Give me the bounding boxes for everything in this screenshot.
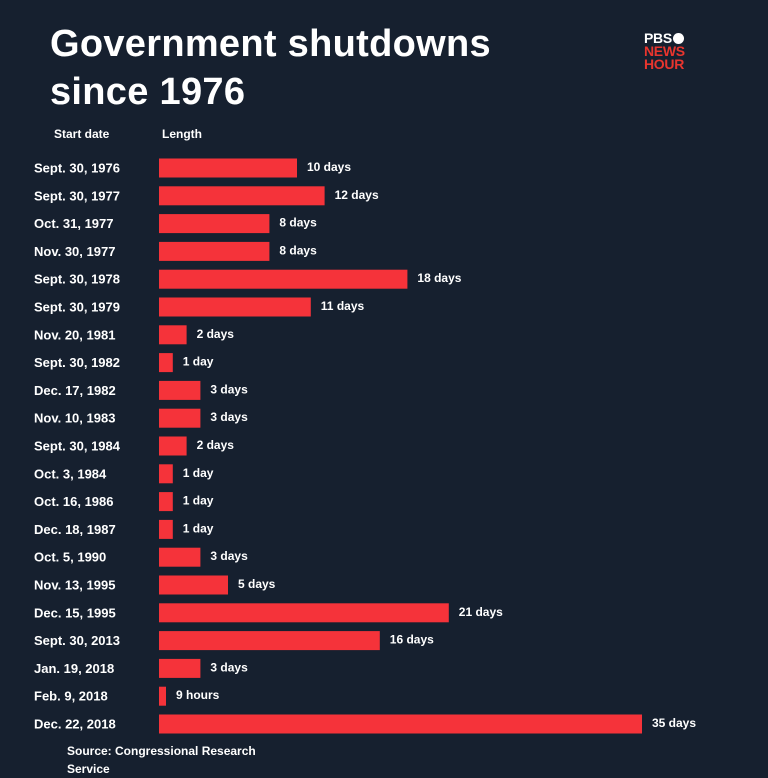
category-label: Sept. 30, 1976 (34, 161, 120, 176)
category-label: Oct. 16, 1986 (34, 494, 114, 509)
category-label: Sept. 30, 1977 (34, 188, 120, 203)
title-line-2: since 1976 (50, 71, 246, 113)
category-label: Nov. 30, 1977 (34, 244, 115, 259)
category-label: Oct. 31, 1977 (34, 216, 114, 231)
category-label: Jan. 19, 2018 (34, 661, 114, 676)
category-label: Dec. 22, 2018 (34, 717, 116, 732)
bar (159, 575, 228, 595)
bar (159, 492, 173, 512)
value-label: 1 day (183, 494, 214, 508)
pbs-newshour-logo: PBS NEWS HOUR (644, 31, 685, 72)
title-line-1: Government shutdowns (50, 23, 491, 65)
bar (159, 603, 449, 623)
bar (159, 158, 297, 178)
bar (159, 353, 173, 373)
source-note: Source: Congressional Research Service (67, 744, 256, 776)
value-label: 9 hours (176, 688, 220, 702)
category-label: Oct. 5, 1990 (34, 550, 106, 565)
bar (159, 241, 270, 261)
length-header: Length (162, 127, 202, 141)
bar (159, 547, 201, 567)
category-label: Oct. 3, 1984 (34, 466, 107, 481)
bar (159, 464, 173, 484)
bar (159, 269, 408, 289)
bar (159, 686, 166, 706)
category-label: Nov. 13, 1995 (34, 578, 115, 593)
logo-pbs: PBS (644, 31, 685, 45)
category-label: Sept. 30, 1982 (34, 355, 120, 370)
start-date-header: Start date (54, 127, 110, 141)
value-label: 8 days (279, 243, 317, 257)
value-label: 2 days (197, 327, 235, 341)
bar (159, 380, 201, 400)
category-label: Sept. 30, 1984 (34, 439, 121, 454)
value-label: 10 days (307, 160, 351, 174)
bar (159, 186, 325, 206)
value-label: 3 days (210, 382, 248, 396)
bar (159, 325, 187, 345)
category-label: Sept. 30, 1979 (34, 300, 120, 315)
value-label: 11 days (321, 299, 365, 313)
category-label: Sept. 30, 2013 (34, 633, 120, 648)
value-label: 1 day (183, 355, 214, 369)
value-label: 21 days (459, 605, 503, 619)
value-label: 18 days (417, 271, 461, 285)
value-label: 1 day (183, 466, 214, 480)
value-label: 5 days (238, 577, 276, 591)
category-label: Dec. 17, 1982 (34, 383, 116, 398)
value-label: 3 days (210, 549, 248, 563)
logo-news: NEWS (644, 43, 685, 59)
bar (159, 658, 201, 678)
chart-title: Government shutdowns since 1976 (50, 20, 491, 116)
category-label: Nov. 20, 1981 (34, 327, 115, 342)
bar (159, 214, 270, 234)
bar (159, 297, 311, 317)
value-label: 12 days (335, 188, 379, 202)
category-label: Sept. 30, 1978 (34, 272, 120, 287)
value-label: 3 days (210, 410, 248, 424)
value-label: 2 days (197, 438, 235, 452)
bar (159, 631, 380, 651)
value-label: 8 days (279, 216, 317, 230)
bar (159, 436, 187, 456)
logo-hour: HOUR (644, 56, 685, 72)
category-label: Feb. 9, 2018 (34, 689, 108, 704)
category-label: Dec. 18, 1987 (34, 522, 116, 537)
category-label: Dec. 15, 1995 (34, 605, 116, 620)
value-label: 16 days (390, 633, 434, 647)
value-label: 3 days (210, 660, 248, 674)
bar (159, 408, 201, 428)
category-label: Nov. 10, 1983 (34, 411, 115, 426)
pbs-head-icon (672, 33, 684, 44)
bar (159, 519, 173, 539)
value-label: 1 day (183, 521, 214, 535)
bar (159, 714, 642, 734)
value-label: 35 days (652, 716, 696, 730)
